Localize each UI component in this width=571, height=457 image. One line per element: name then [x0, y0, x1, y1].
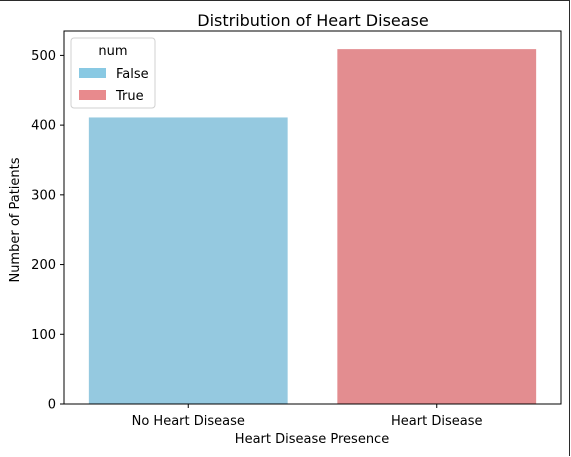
y-tick-label-2: 200 — [31, 258, 56, 273]
x-axis: No Heart Disease Heart Disease — [132, 404, 482, 429]
bar-1 — [337, 49, 537, 404]
legend-swatch-true — [79, 90, 106, 100]
y-tick-label-5: 500 — [31, 49, 56, 64]
axes-frame — [63, 30, 562, 405]
y-tick-label-0: 0 — [48, 398, 56, 413]
y-tick-label-4: 400 — [31, 119, 56, 134]
x-axis-label: Heart Disease Presence — [235, 432, 389, 447]
legend-label-false: False — [116, 67, 149, 82]
legend-title: num — [98, 44, 127, 59]
legend: num False True — [70, 37, 156, 109]
chart-title: Distribution of Heart Disease — [197, 11, 428, 30]
x-tick-label-0: No Heart Disease — [132, 414, 245, 429]
bar-0 — [88, 117, 288, 405]
y-axis-label: Number of Patients — [8, 157, 23, 282]
legend-swatch-false — [79, 68, 106, 78]
bars-group — [88, 49, 537, 405]
legend-label-true: True — [115, 89, 144, 104]
y-tick-label-3: 300 — [31, 188, 56, 203]
x-tick-label-1: Heart Disease — [391, 414, 482, 429]
y-tick-label-1: 100 — [31, 328, 56, 343]
y-axis: 0 100 200 300 400 500 — [31, 49, 64, 413]
